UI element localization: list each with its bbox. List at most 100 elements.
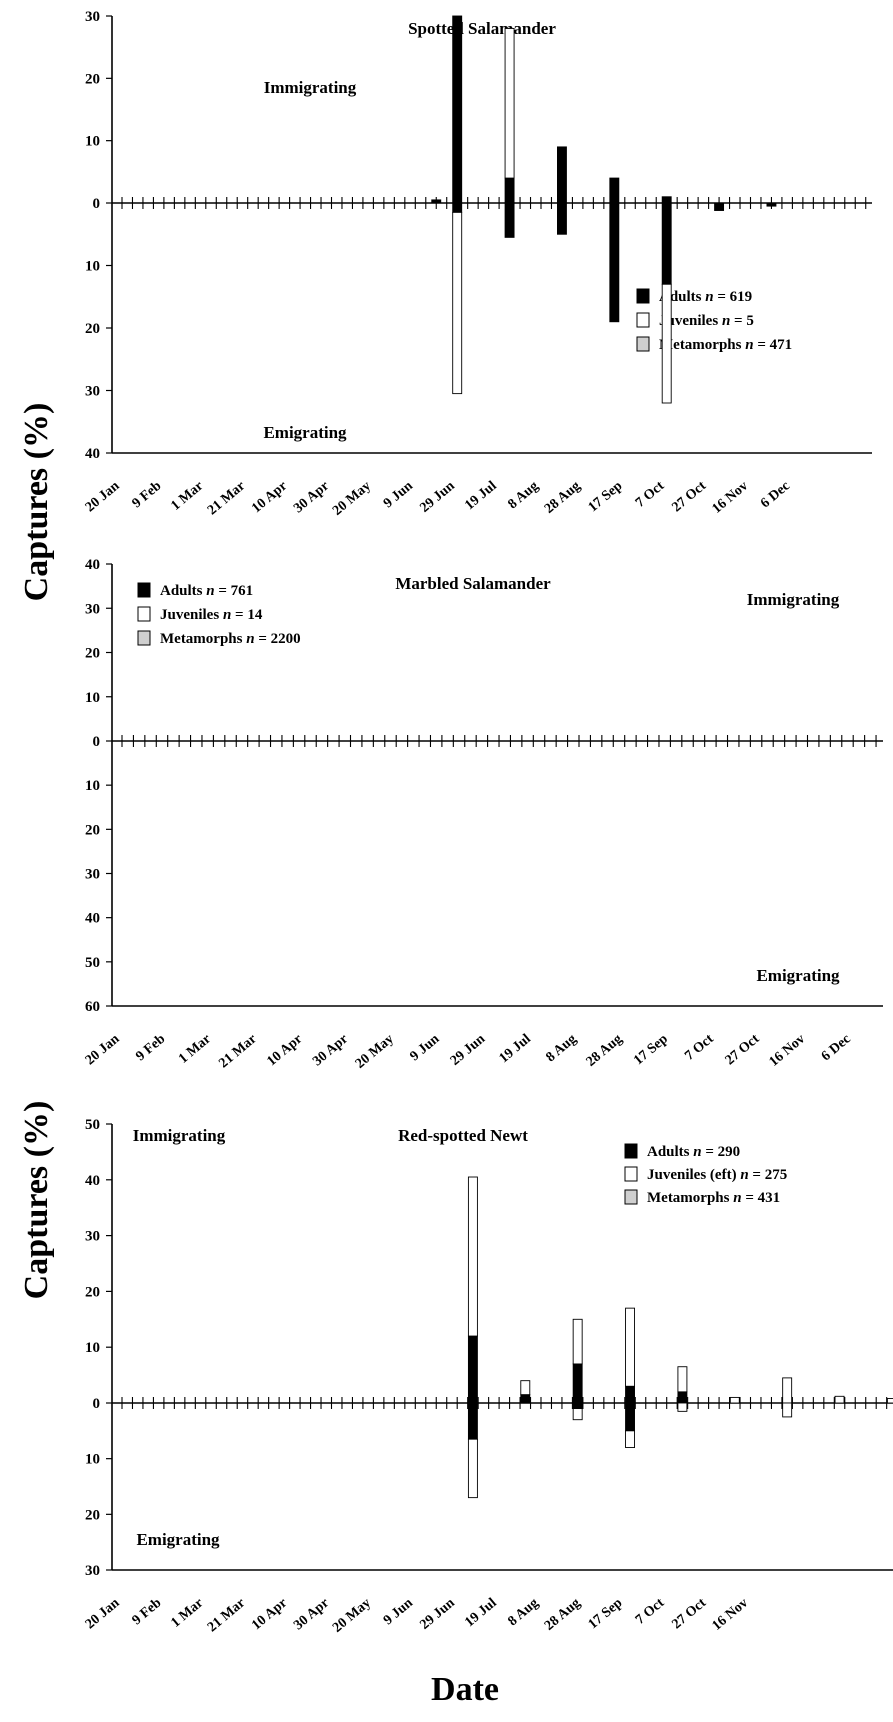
panel1-bar-down-juveniles bbox=[452, 211, 463, 395]
panel1-bar-down-adults bbox=[609, 202, 620, 323]
panel3-legend-label-juveniles: Juveniles (eft) n = 275 bbox=[647, 1167, 787, 1183]
panel2-x-tick-label: 17 Sep bbox=[631, 1031, 671, 1068]
panel1-x-tick-label: 6 Dec bbox=[758, 479, 793, 512]
panel3-bar-up-adults bbox=[625, 1385, 635, 1404]
panel1-bar-down-adults bbox=[714, 202, 725, 211]
panel3-x-tick-label: 16 Nov bbox=[710, 1596, 752, 1634]
panel2-y-tick-label: 0 bbox=[93, 734, 101, 750]
panel3-bar-up-juveniles bbox=[625, 1307, 635, 1387]
panel3-title: Red-spotted Newt bbox=[398, 1126, 528, 1145]
panel3-x-tick-label: 7 Oct bbox=[633, 1595, 668, 1627]
panel2-y-tick-label: 50 bbox=[85, 955, 100, 971]
panel1-bar-up-adults bbox=[557, 146, 567, 204]
panel1-title: Spotted Salamander bbox=[408, 19, 556, 38]
panel1-legend-label-juveniles: Juveniles n = 5 bbox=[659, 313, 754, 329]
panel1-x-tick-label: 20 May bbox=[330, 479, 374, 519]
panel2-y-tick-label: 10 bbox=[85, 778, 100, 794]
panel2-y-tick-label: 30 bbox=[85, 601, 100, 617]
panel1-x-tick-label: 20 Jan bbox=[83, 478, 123, 515]
panel3-legend-label-adults: Adults n = 290 bbox=[647, 1144, 740, 1160]
panel1-bar-up-adults bbox=[661, 196, 672, 204]
panel3-legend-label-metamorphs: Metamorphs n = 431 bbox=[647, 1190, 780, 1206]
panel1-x-tick-label: 9 Jun bbox=[381, 478, 416, 511]
panel1-x-tick-label: 1 Mar bbox=[168, 479, 206, 514]
panel3-y-tick-label: 30 bbox=[85, 1229, 100, 1245]
y-axis-label-lower: Captures (%) bbox=[18, 1100, 55, 1300]
panel1-legend-swatch-juveniles bbox=[636, 312, 650, 328]
panel2-x-tick-label: 7 Oct bbox=[682, 1031, 717, 1063]
panel2-x-tick-label: 27 Oct bbox=[723, 1031, 763, 1068]
panel1-legend-label-adults: Adults n = 619 bbox=[659, 289, 752, 305]
panel1-y-tick-label: 30 bbox=[85, 9, 100, 25]
panel2-y-tick-label: 30 bbox=[85, 867, 100, 883]
panel3-x-tick-label: 29 Jun bbox=[417, 1595, 458, 1632]
panel1-x-tick-label: 21 Mar bbox=[205, 479, 248, 519]
panel3-x-tick-label: 9 Feb bbox=[130, 1595, 165, 1628]
panel1-x-tick-label: 8 Aug bbox=[505, 479, 541, 513]
panel2-legend-swatch-juveniles bbox=[137, 606, 151, 622]
panel3-immigrating-label: Immigrating bbox=[133, 1126, 226, 1145]
panel1-bar-down-adults bbox=[766, 202, 777, 207]
panel1-bar-down-adults bbox=[557, 202, 567, 235]
panel3-bar-up-juveniles bbox=[834, 1395, 845, 1404]
panel1-emigrating-label: Emigrating bbox=[263, 423, 347, 442]
panel3-y-tick-label: 20 bbox=[85, 1507, 100, 1523]
panel1-y-tick-label: 0 bbox=[93, 196, 101, 212]
panel3-x-tick-label: 20 May bbox=[330, 1596, 374, 1636]
panel3-legend-swatch-adults bbox=[624, 1143, 638, 1159]
panel3-bar-down-juveniles bbox=[677, 1402, 688, 1412]
panel2-y-tick-label: 10 bbox=[85, 690, 100, 706]
panel1-x-tick-label: 29 Jun bbox=[417, 478, 458, 515]
panel1-bar-down-juveniles bbox=[661, 283, 672, 404]
panel2-immigrating-label: Immigrating bbox=[747, 590, 840, 609]
panel2-y-tick-label: 20 bbox=[85, 822, 100, 838]
panel3-legend-swatch-juveniles bbox=[624, 1166, 638, 1182]
panel3-x-tick-label: 19 Jul bbox=[462, 1596, 499, 1631]
panel3-bar-up-juveniles bbox=[677, 1366, 688, 1393]
panel2-x-tick-label: 10 Apr bbox=[264, 1032, 305, 1070]
panel1-y-tick-label: 40 bbox=[85, 446, 100, 462]
y-axis-label-upper: Captures (%) bbox=[18, 402, 55, 602]
panel3-legend-swatch-metamorphs bbox=[624, 1189, 638, 1205]
panel1-legend-swatch-adults bbox=[636, 288, 650, 304]
x-axis-label: Date bbox=[431, 1671, 499, 1708]
panel3-bar-down-adults bbox=[572, 1402, 583, 1410]
panel3-x-tick-label: 8 Aug bbox=[505, 1596, 541, 1630]
panel3-bar-down-adults bbox=[467, 1402, 478, 1440]
panel3-x-tick-label: 30 Apr bbox=[291, 1596, 332, 1634]
panel2-x-tick-label: 21 Mar bbox=[216, 1032, 259, 1072]
panel3-y-tick-label: 40 bbox=[85, 1173, 100, 1189]
panel2-x-tick-label: 29 Jun bbox=[448, 1031, 489, 1068]
panel3-x-tick-label: 21 Mar bbox=[205, 1596, 248, 1636]
panel2-title: Marbled Salamander bbox=[395, 574, 551, 593]
panel2-x-tick-label: 6 Dec bbox=[819, 1032, 854, 1065]
panel3-emigrating-label: Emigrating bbox=[136, 1530, 220, 1549]
panel1-bar-up-juveniles bbox=[504, 28, 515, 179]
panel2-x-tick-label: 19 Jul bbox=[497, 1032, 534, 1067]
panel1-bar-up-adults bbox=[609, 177, 620, 204]
panel1-y-tick-label: 20 bbox=[85, 71, 100, 87]
panel3-x-tick-label: 17 Sep bbox=[586, 1595, 626, 1632]
panel1-bar-down-adults bbox=[661, 202, 672, 285]
panel2-legend-label-juveniles: Juveniles n = 14 bbox=[160, 607, 263, 623]
panel2-y-tick-label: 20 bbox=[85, 646, 100, 662]
panel3-bar-up-juveniles bbox=[520, 1380, 531, 1396]
panel1-x-tick-label: 28 Aug bbox=[542, 479, 584, 517]
panel2-x-tick-label: 16 Nov bbox=[767, 1032, 809, 1070]
panel1-x-tick-label: 27 Oct bbox=[669, 478, 709, 515]
panel3-x-tick-label: 28 Aug bbox=[542, 1596, 584, 1634]
panel3-x-tick-label: 1 Mar bbox=[168, 1596, 206, 1631]
panel1-x-tick-label: 17 Sep bbox=[586, 478, 626, 515]
panel3-x-tick-label: 10 Apr bbox=[249, 1596, 290, 1634]
panel1-x-tick-label: 9 Feb bbox=[130, 478, 165, 511]
panel1-bar-up-adults bbox=[504, 177, 515, 204]
panel3-x-tick-label: 20 Jan bbox=[83, 1595, 123, 1632]
panel1-y-tick-label: 10 bbox=[85, 259, 100, 275]
panel2-emigrating-label: Emigrating bbox=[756, 966, 840, 985]
panel3-bar-up-juveniles bbox=[467, 1176, 478, 1337]
panel3-bar-up-adults bbox=[677, 1391, 688, 1404]
panel3-bar-down-juveniles bbox=[625, 1430, 635, 1448]
panel2-x-tick-label: 30 Apr bbox=[310, 1032, 351, 1070]
panel2-y-tick-label: 60 bbox=[85, 999, 100, 1015]
